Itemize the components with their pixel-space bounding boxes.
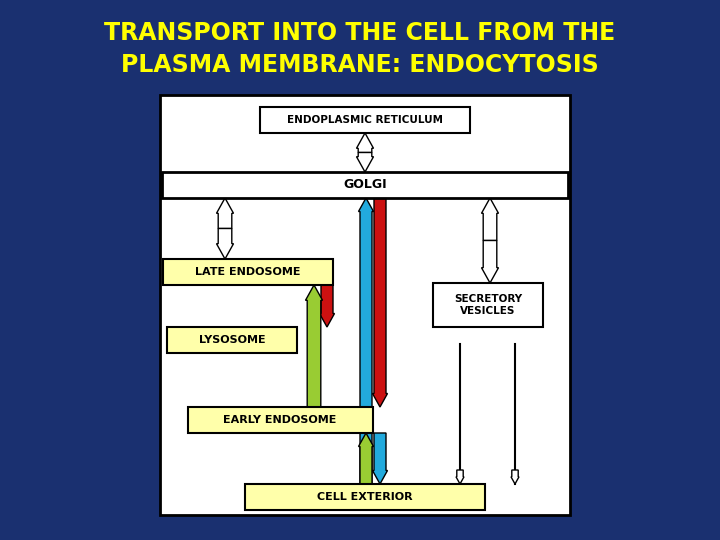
Text: LYSOSOME: LYSOSOME [199,335,265,345]
Polygon shape [217,198,233,228]
Text: LATE ENDOSOME: LATE ENDOSOME [195,267,301,277]
Polygon shape [359,433,374,484]
Polygon shape [372,433,387,484]
Polygon shape [305,285,323,407]
Text: CELL EXTERIOR: CELL EXTERIOR [318,492,413,502]
Polygon shape [356,133,374,152]
Polygon shape [482,240,498,283]
Text: PLASMA MEMBRANE: ENDOCYTOSIS: PLASMA MEMBRANE: ENDOCYTOSIS [121,53,599,77]
Text: TRANSPORT INTO THE CELL FROM THE: TRANSPORT INTO THE CELL FROM THE [104,21,616,45]
Polygon shape [356,152,374,172]
Bar [160,95,570,515]
Polygon shape [217,228,233,259]
Text: EARLY ENDOSOME: EARLY ENDOSOME [223,415,337,425]
Text: ENDOPLASMIC RETICULUM: ENDOPLASMIC RETICULUM [287,115,443,125]
Polygon shape [359,198,374,484]
Bar [167,327,297,353]
Polygon shape [482,198,498,240]
Bar [187,407,372,433]
Polygon shape [372,198,387,407]
Bar [163,259,333,285]
Bar [162,172,568,198]
Polygon shape [511,470,519,484]
Bar [245,484,485,510]
Polygon shape [456,470,464,484]
Polygon shape [320,285,335,327]
Text: GOLGI: GOLGI [343,179,387,192]
Bar [260,107,470,133]
Text: SECRETORY
VESICLES: SECRETORY VESICLES [454,294,522,316]
Bar [433,283,543,327]
